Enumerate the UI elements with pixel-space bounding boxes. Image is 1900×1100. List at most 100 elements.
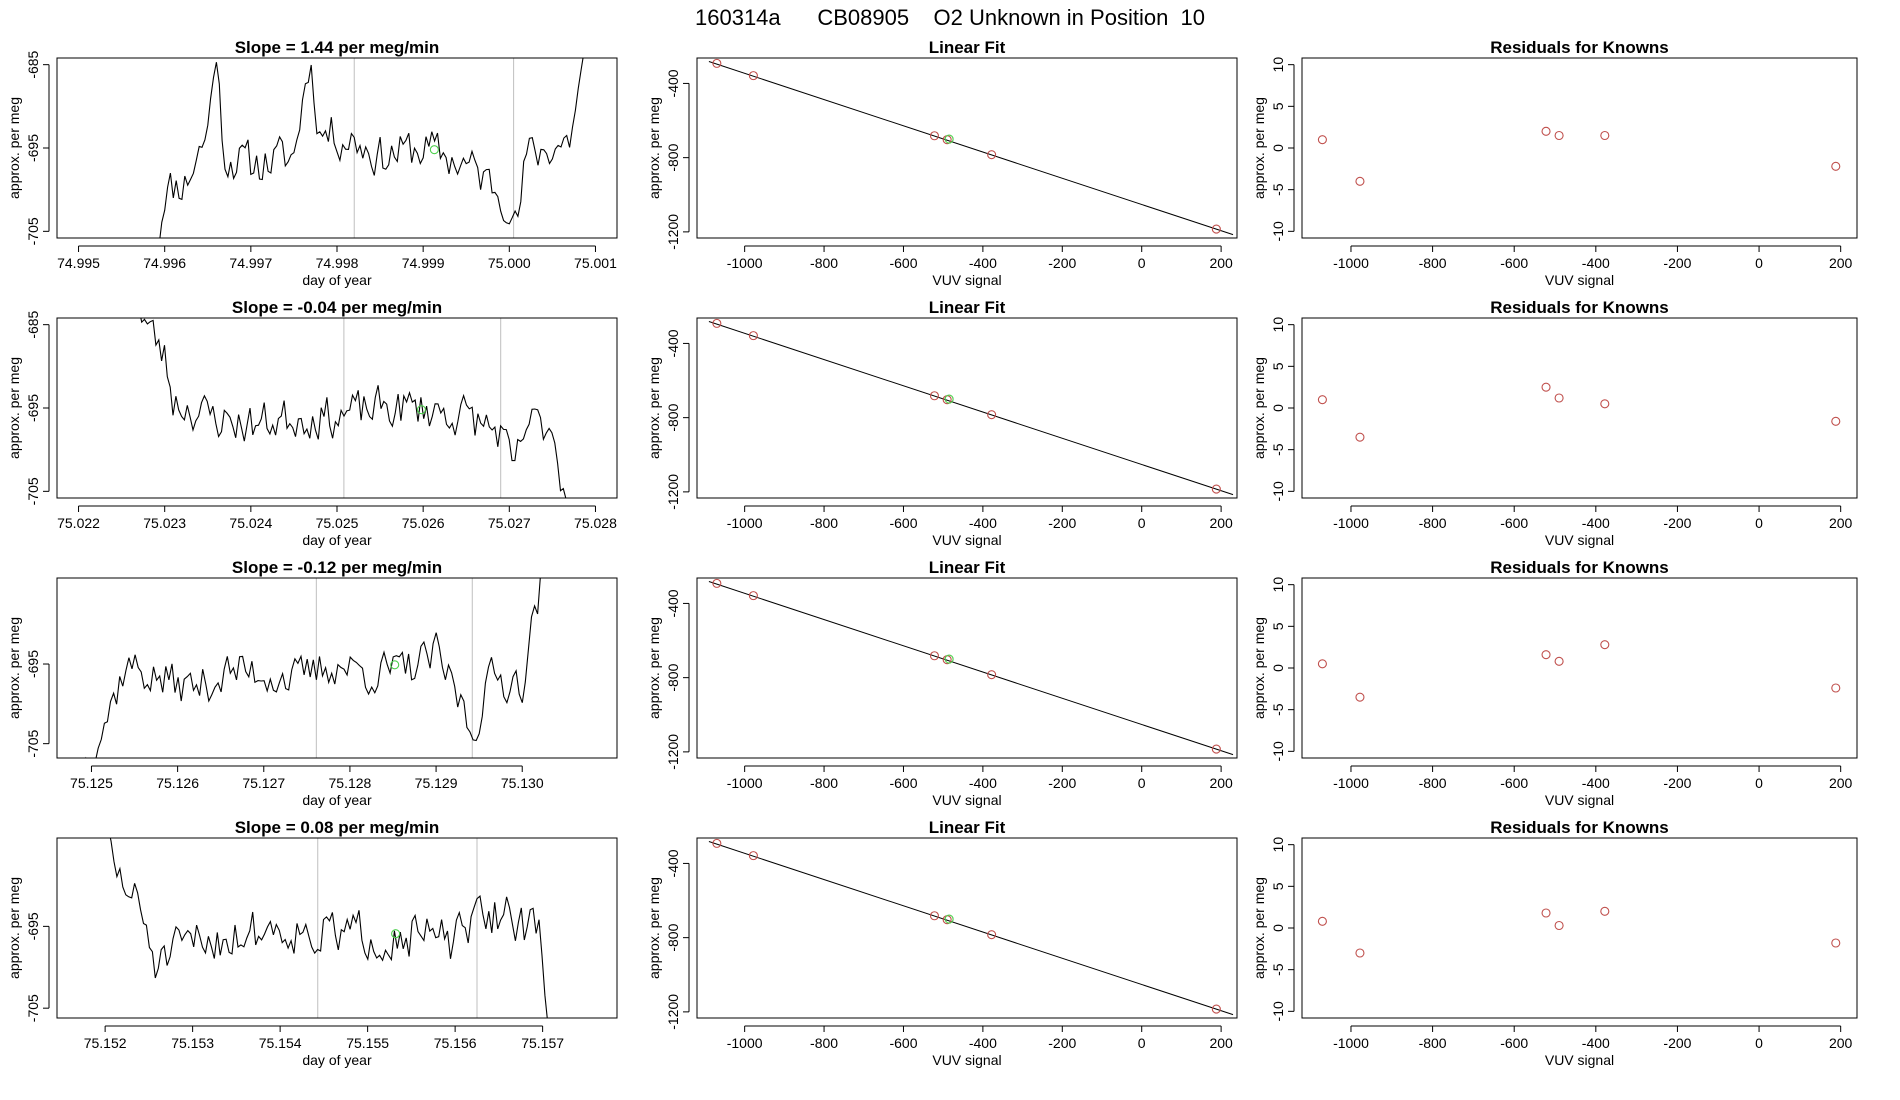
y-tick-label: -400 [665, 849, 681, 877]
unknown-point [944, 134, 954, 144]
x-tick-label: 75.025 [316, 515, 359, 531]
known-point [1600, 640, 1610, 650]
y-tick-label: -5 [1270, 963, 1286, 976]
y-tick-label: -685 [25, 50, 41, 78]
x-tick-label: 74.996 [143, 255, 186, 271]
x-tick-label: 74.999 [402, 255, 445, 271]
x-axis-label: VUV signal [1545, 532, 1614, 548]
x-tick-label: 75.126 [156, 775, 199, 791]
x-tick-label: 75.027 [488, 515, 531, 531]
trace-line [109, 838, 548, 1018]
x-tick-label: 75.152 [84, 1035, 127, 1051]
x-tick-label: 75.024 [229, 515, 272, 531]
y-tick-label: -1200 [665, 474, 681, 510]
trace-line [85, 578, 541, 758]
panel-title: Slope = 1.44 per meg/min [235, 38, 440, 57]
known-point [1317, 395, 1327, 405]
trace-line [159, 58, 584, 238]
panel-title: Slope = 0.08 per meg/min [235, 818, 440, 837]
y-axis-label: approx. per meg [646, 877, 662, 979]
known-point [987, 410, 997, 420]
panel-r1c2: Residuals for Knowns-1000 -800 -600 -400 -20… [1251, 298, 1858, 548]
y-axis-label: approx. per meg [646, 97, 662, 199]
x-tick-label: -1000 [727, 1035, 763, 1051]
x-tick-label: -600 [1500, 515, 1528, 531]
known-point [1541, 908, 1551, 918]
y-tick-label: -10 [1270, 481, 1286, 501]
x-tick-label: -1000 [1333, 255, 1369, 271]
y-tick-label: -705 [25, 477, 41, 505]
panel-r2c1: Linear Fit -1000 -800 -600 -400 -200 0 200 VUV s… [646, 558, 1238, 808]
x-tick-label: 0 [1138, 255, 1146, 271]
y-tick-label: -10 [1270, 221, 1286, 241]
known-point [1831, 683, 1841, 693]
y-tick-label: 10 [1270, 837, 1286, 853]
y-tick-label: -685 [25, 310, 41, 338]
x-tick-label: -1000 [727, 255, 763, 271]
x-tick-label: 200 [1209, 255, 1233, 271]
known-point [1317, 135, 1327, 145]
y-axis-label: approx. per meg [646, 617, 662, 719]
x-tick-label: 75.153 [171, 1035, 214, 1051]
x-tick-label: -200 [1663, 515, 1691, 531]
y-axis-label: approx. per meg [1251, 357, 1267, 459]
x-tick-label: 200 [1209, 515, 1233, 531]
x-axis-label: day of year [302, 792, 372, 808]
y-tick-label: -800 [665, 663, 681, 691]
x-tick-label: 74.995 [57, 255, 100, 271]
x-tick-label: 75.000 [488, 255, 531, 271]
x-tick-label: 0 [1138, 775, 1146, 791]
x-tick-label: -1000 [727, 515, 763, 531]
x-tick-label: 74.998 [316, 255, 359, 271]
y-tick-label: -695 [25, 394, 41, 422]
plot-frame [1301, 577, 1858, 759]
y-tick-label: -1200 [665, 734, 681, 770]
x-tick-label: -600 [889, 1035, 917, 1051]
known-point [1355, 432, 1365, 442]
known-point [929, 131, 939, 141]
x-tick-label: 0 [1755, 515, 1763, 531]
y-tick-label: -400 [665, 589, 681, 617]
y-tick-label: -1200 [665, 994, 681, 1030]
panel-title: Residuals for Knowns [1490, 558, 1669, 577]
x-tick-label: -200 [1663, 775, 1691, 791]
x-tick-label: -1000 [1333, 515, 1369, 531]
known-point [1554, 393, 1564, 403]
x-tick-label: -400 [1582, 1035, 1610, 1051]
panel-title: Linear Fit [929, 38, 1006, 57]
known-point [712, 58, 722, 68]
x-tick-label: -800 [810, 775, 838, 791]
known-point [748, 591, 758, 601]
known-point [1554, 920, 1564, 931]
plot-frame [1301, 57, 1858, 239]
known-point [1541, 382, 1551, 392]
unknown-point [944, 654, 954, 664]
y-tick-label: 0 [1270, 144, 1286, 152]
unknown-point [429, 145, 439, 155]
plot-frame [56, 317, 618, 499]
x-tick-label: -600 [889, 515, 917, 531]
y-tick-label: -695 [25, 650, 41, 678]
known-point [987, 150, 997, 160]
x-tick-label: 75.156 [434, 1035, 477, 1051]
known-point [1355, 948, 1365, 958]
y-tick-label: 0 [1270, 924, 1286, 932]
known-point [1554, 130, 1564, 141]
fit-line [708, 61, 1234, 236]
known-point [1831, 938, 1841, 948]
y-axis-label: approx. per meg [1251, 877, 1267, 979]
x-tick-label: -400 [969, 515, 997, 531]
known-point [712, 838, 722, 848]
y-tick-label: -5 [1270, 183, 1286, 196]
panel-r3c2: Residuals for Knowns-1000 -800 -600 -400 -20… [1251, 818, 1858, 1068]
y-tick-label: -800 [665, 923, 681, 951]
y-tick-label: -800 [665, 143, 681, 171]
x-tick-label: -800 [1419, 1035, 1447, 1051]
x-tick-label: 0 [1138, 1035, 1146, 1051]
y-axis-label: approx. per meg [646, 357, 662, 459]
unknown-point [944, 394, 954, 404]
x-tick-label: -800 [810, 515, 838, 531]
x-tick-label: 75.001 [574, 255, 617, 271]
known-point [1211, 224, 1221, 234]
